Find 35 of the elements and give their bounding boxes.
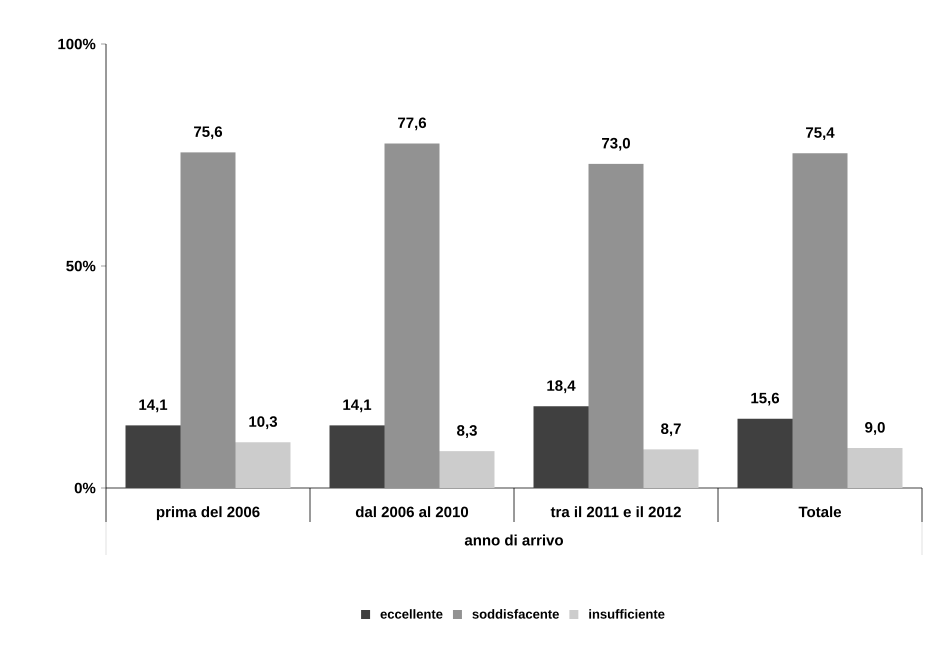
data-label: 14,1 bbox=[343, 400, 372, 412]
bar bbox=[644, 449, 699, 488]
bar bbox=[440, 451, 495, 488]
data-label: 10,3 bbox=[249, 416, 278, 430]
bar bbox=[330, 425, 385, 488]
x-tick-label: dal 2006 al 2010 bbox=[356, 506, 468, 518]
x-tick-label: Totale bbox=[798, 506, 842, 518]
bar bbox=[236, 442, 291, 488]
legend-label: soddisfacente bbox=[472, 609, 559, 619]
bar bbox=[588, 164, 644, 488]
data-label: 73,0 bbox=[602, 138, 630, 151]
data-label: 8,3 bbox=[457, 425, 477, 438]
y-tick-label: 0% bbox=[74, 482, 96, 494]
y-tick-label: 50% bbox=[66, 260, 96, 272]
y-tick-label: 100% bbox=[58, 38, 96, 50]
bar bbox=[738, 418, 793, 488]
data-label: 15,6 bbox=[751, 392, 780, 406]
legend-label: insufficiente bbox=[589, 609, 664, 619]
data-label: 14,1 bbox=[139, 400, 168, 412]
data-label: 18,4 bbox=[547, 380, 576, 394]
x-tick-label: prima del 2006 bbox=[156, 506, 260, 520]
x-axis-title: anno di arrivo bbox=[464, 534, 564, 546]
bar bbox=[848, 448, 903, 488]
data-label: 75,6 bbox=[194, 126, 222, 140]
bar bbox=[126, 425, 181, 488]
x-tick-label: tra il 2011 e il 2012 bbox=[550, 506, 681, 518]
data-label: 9,0 bbox=[865, 422, 885, 435]
bar bbox=[792, 153, 848, 488]
bar bbox=[180, 152, 236, 488]
bar bbox=[534, 406, 589, 488]
data-label: 75,4 bbox=[806, 127, 835, 140]
data-label: 77,6 bbox=[398, 117, 426, 130]
legend-label: eccellente bbox=[380, 609, 443, 619]
bar bbox=[384, 143, 440, 488]
data-label: 8,7 bbox=[661, 423, 681, 436]
